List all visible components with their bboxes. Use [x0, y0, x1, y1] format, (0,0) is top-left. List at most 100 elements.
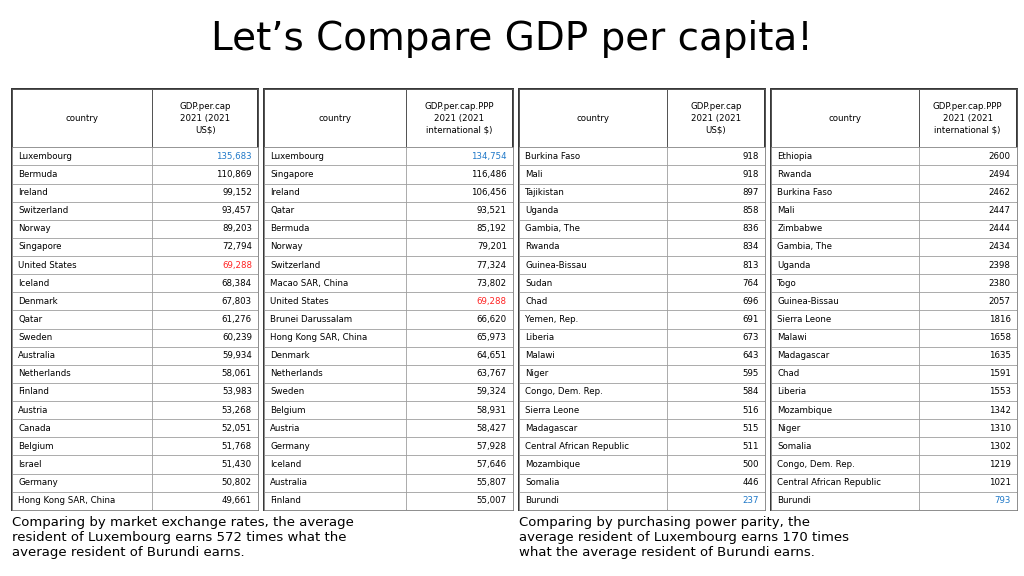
- Bar: [407, 347, 513, 365]
- Text: 643: 643: [742, 351, 759, 360]
- Text: Mozambique: Mozambique: [777, 406, 833, 415]
- Bar: [264, 383, 407, 401]
- Bar: [771, 220, 919, 238]
- Bar: [667, 310, 765, 328]
- Text: Guinea-Bissau: Guinea-Bissau: [777, 297, 839, 306]
- Text: Yemen, Rep.: Yemen, Rep.: [525, 315, 579, 324]
- Bar: [519, 238, 667, 256]
- Text: Switzerland: Switzerland: [18, 206, 69, 215]
- Text: Chad: Chad: [525, 297, 548, 306]
- Bar: [919, 365, 1017, 383]
- Bar: [12, 165, 153, 184]
- Text: 57,646: 57,646: [477, 460, 507, 469]
- Bar: [771, 292, 919, 310]
- Text: 834: 834: [742, 242, 759, 252]
- Text: 2462: 2462: [989, 188, 1011, 197]
- Bar: [667, 165, 765, 184]
- Bar: [919, 202, 1017, 220]
- Bar: [667, 365, 765, 383]
- Text: 61,276: 61,276: [222, 315, 252, 324]
- Text: 59,324: 59,324: [477, 388, 507, 396]
- Bar: [407, 401, 513, 419]
- Text: Madagascar: Madagascar: [777, 351, 829, 360]
- Bar: [771, 473, 919, 492]
- Bar: [407, 184, 513, 202]
- Bar: [667, 347, 765, 365]
- Text: Finland: Finland: [270, 496, 301, 505]
- Bar: [919, 347, 1017, 365]
- Text: 2398: 2398: [989, 260, 1011, 270]
- Text: Qatar: Qatar: [18, 315, 43, 324]
- Bar: [919, 184, 1017, 202]
- Text: Qatar: Qatar: [270, 206, 295, 215]
- Text: 595: 595: [742, 369, 759, 378]
- Bar: [407, 456, 513, 473]
- Bar: [12, 383, 153, 401]
- Bar: [667, 89, 765, 147]
- Text: Somalia: Somalia: [777, 442, 812, 451]
- Text: country: country: [828, 114, 861, 123]
- Text: 1591: 1591: [989, 369, 1011, 378]
- Bar: [519, 89, 667, 147]
- Bar: [519, 220, 667, 238]
- Text: 51,430: 51,430: [222, 460, 252, 469]
- Text: 584: 584: [742, 388, 759, 396]
- Text: Zimbabwe: Zimbabwe: [777, 224, 822, 233]
- Text: 2447: 2447: [989, 206, 1011, 215]
- Bar: [12, 292, 153, 310]
- Text: Liberia: Liberia: [777, 388, 806, 396]
- Text: Uganda: Uganda: [525, 206, 559, 215]
- Bar: [407, 256, 513, 274]
- Text: Singapore: Singapore: [270, 170, 314, 179]
- Bar: [919, 147, 1017, 165]
- Bar: [667, 274, 765, 292]
- Bar: [667, 383, 765, 401]
- Text: 446: 446: [742, 478, 759, 487]
- Bar: [919, 165, 1017, 184]
- Bar: [407, 147, 513, 165]
- Text: Central African Republic: Central African Republic: [525, 442, 630, 451]
- Text: Mali: Mali: [777, 206, 795, 215]
- Bar: [153, 437, 258, 456]
- Text: 673: 673: [742, 333, 759, 342]
- Text: 68,384: 68,384: [222, 279, 252, 287]
- Text: Niger: Niger: [777, 424, 801, 433]
- Bar: [519, 202, 667, 220]
- Text: 1021: 1021: [989, 478, 1011, 487]
- Bar: [12, 89, 153, 147]
- Bar: [407, 165, 513, 184]
- Text: Luxembourg: Luxembourg: [270, 152, 325, 161]
- Bar: [407, 437, 513, 456]
- Bar: [407, 365, 513, 383]
- Text: Belgium: Belgium: [270, 406, 306, 415]
- Bar: [153, 401, 258, 419]
- Text: 55,807: 55,807: [477, 478, 507, 487]
- Bar: [12, 473, 153, 492]
- Bar: [667, 238, 765, 256]
- Bar: [519, 165, 667, 184]
- Bar: [407, 89, 513, 147]
- Bar: [153, 328, 258, 347]
- Text: Sweden: Sweden: [270, 388, 305, 396]
- Bar: [519, 274, 667, 292]
- Bar: [264, 147, 407, 165]
- Bar: [153, 165, 258, 184]
- Bar: [12, 437, 153, 456]
- Text: Denmark: Denmark: [18, 297, 58, 306]
- Text: Malawi: Malawi: [525, 351, 555, 360]
- Text: GDP.per.cap
2021 (2021
US$): GDP.per.cap 2021 (2021 US$): [179, 102, 231, 135]
- Bar: [771, 310, 919, 328]
- Bar: [667, 473, 765, 492]
- Bar: [12, 347, 153, 365]
- Bar: [771, 328, 919, 347]
- Text: country: country: [318, 114, 351, 123]
- Text: Israel: Israel: [18, 460, 42, 469]
- Bar: [264, 292, 407, 310]
- Bar: [667, 292, 765, 310]
- Text: Ireland: Ireland: [18, 188, 48, 197]
- Bar: [919, 310, 1017, 328]
- Bar: [407, 292, 513, 310]
- Bar: [153, 383, 258, 401]
- Bar: [407, 274, 513, 292]
- Text: United States: United States: [270, 297, 329, 306]
